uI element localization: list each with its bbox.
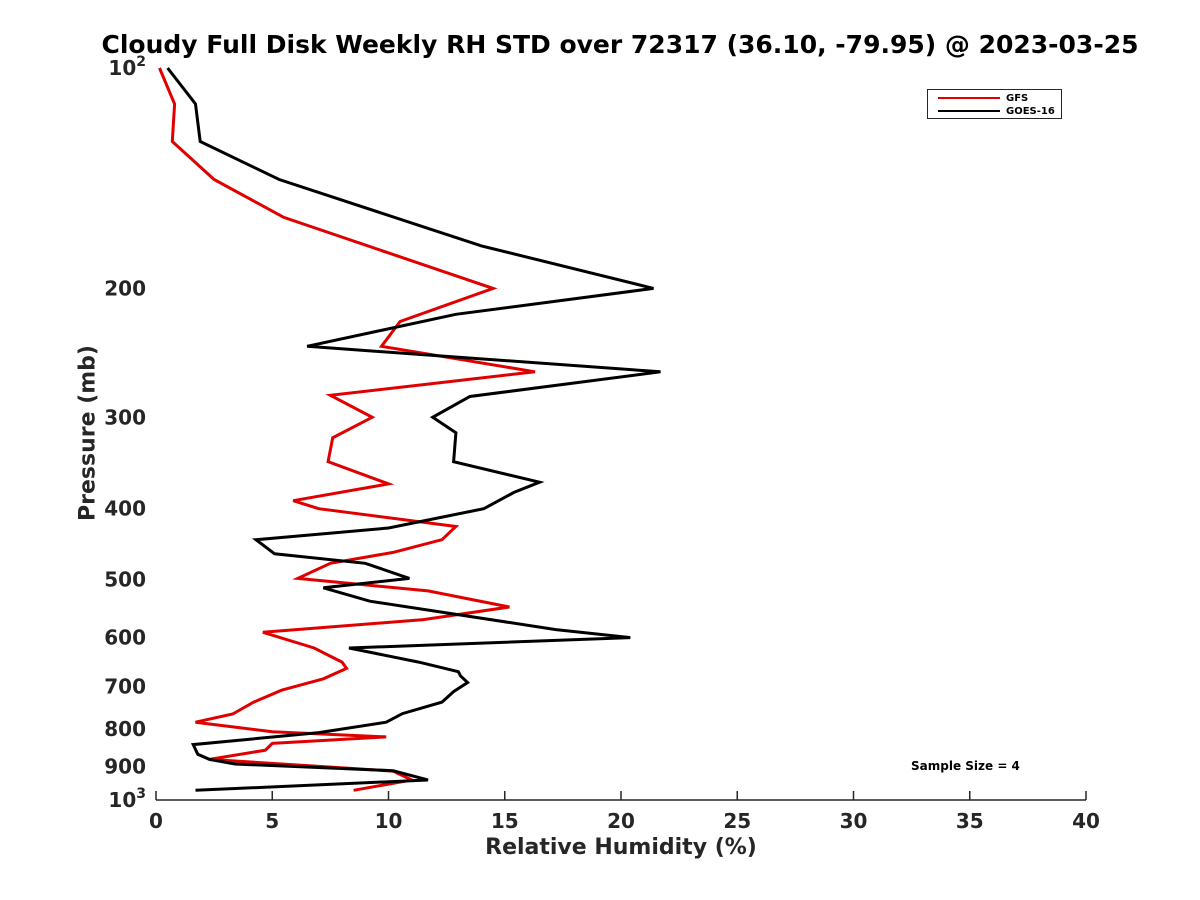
x-tick-label: 15 [491, 809, 519, 833]
y-tick-label: 102 [108, 54, 146, 80]
sample-size-annotation: Sample Size = 4 [911, 759, 1020, 773]
x-tick-label: 20 [607, 809, 635, 833]
chart-title: Cloudy Full Disk Weekly RH STD over 7231… [101, 30, 1139, 59]
legend: GFS GOES-16 [927, 89, 1062, 119]
x-tick-label: 0 [149, 809, 163, 833]
legend-swatch-goes16 [938, 110, 1000, 112]
y-tick-label: 300 [104, 405, 146, 429]
legend-label-goes16: GOES-16 [1006, 105, 1055, 117]
x-axis-label: Relative Humidity (%) [485, 835, 757, 860]
series-line-goes16 [166, 67, 661, 792]
x-tick-label: 5 [265, 809, 279, 833]
y-tick-label: 700 [104, 675, 146, 699]
y-tick-label: 500 [104, 568, 146, 592]
x-tick-label: 25 [723, 809, 751, 833]
y-tick-label: 103 [108, 786, 146, 812]
legend-label-gfs: GFS [1006, 92, 1029, 104]
y-tick-label: 200 [104, 276, 146, 300]
legend-entry-gfs: GFS [938, 92, 1028, 104]
x-tick-label: 40 [1072, 809, 1100, 833]
series-layer [158, 67, 661, 792]
y-tick-label: 400 [104, 497, 146, 521]
series-line-gfs [158, 67, 536, 792]
x-tick-label: 35 [956, 809, 984, 833]
x-tick-label: 10 [375, 809, 403, 833]
y-tick-label: 600 [104, 626, 146, 650]
y-tick-label: 900 [104, 755, 146, 779]
legend-swatch-gfs [938, 97, 1000, 99]
legend-entry-goes16: GOES-16 [938, 105, 1055, 117]
x-tick-label: 30 [840, 809, 868, 833]
axes: 0 5 10 15 20 25 30 35 40 102 200 300 400 500 600 700 800… [104, 54, 1100, 833]
y-axis-label: Pressure (mb) [75, 345, 101, 521]
y-tick-label: 800 [104, 717, 146, 741]
